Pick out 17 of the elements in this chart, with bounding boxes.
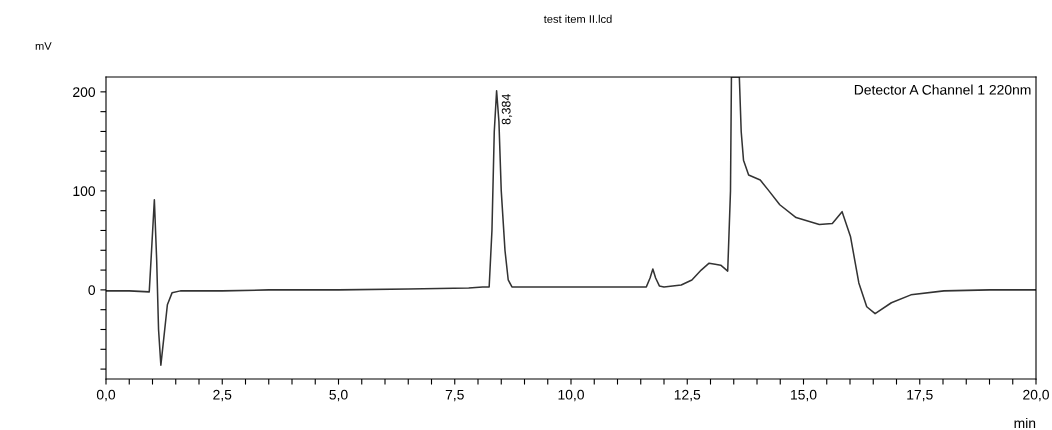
x-tick-label: 0,0	[96, 389, 116, 402]
x-tick-label: 20,0	[1023, 389, 1049, 402]
x-tick-label: 17,5	[907, 389, 933, 402]
x-tick-label: 12,5	[674, 389, 701, 402]
annotation: Detector A Channel 1 220nm	[854, 84, 1031, 95]
y-tick-label: 200	[73, 87, 96, 98]
y-tick-label: 0	[88, 285, 96, 296]
x-axis-title: min	[1014, 417, 1036, 428]
x-tick-label: 2,5	[213, 389, 232, 402]
y-axis-title: mV	[35, 42, 52, 50]
x-tick-label: 10,0	[558, 389, 584, 402]
x-tick-label: 5,0	[329, 389, 348, 402]
x-tick-label: 15,0	[791, 389, 817, 402]
x-tick-label: 7,5	[445, 389, 464, 402]
y-tick-label: 100	[73, 186, 96, 197]
annotation: 8,384	[501, 94, 513, 125]
chart-title: test item II.lcd	[543, 14, 612, 23]
